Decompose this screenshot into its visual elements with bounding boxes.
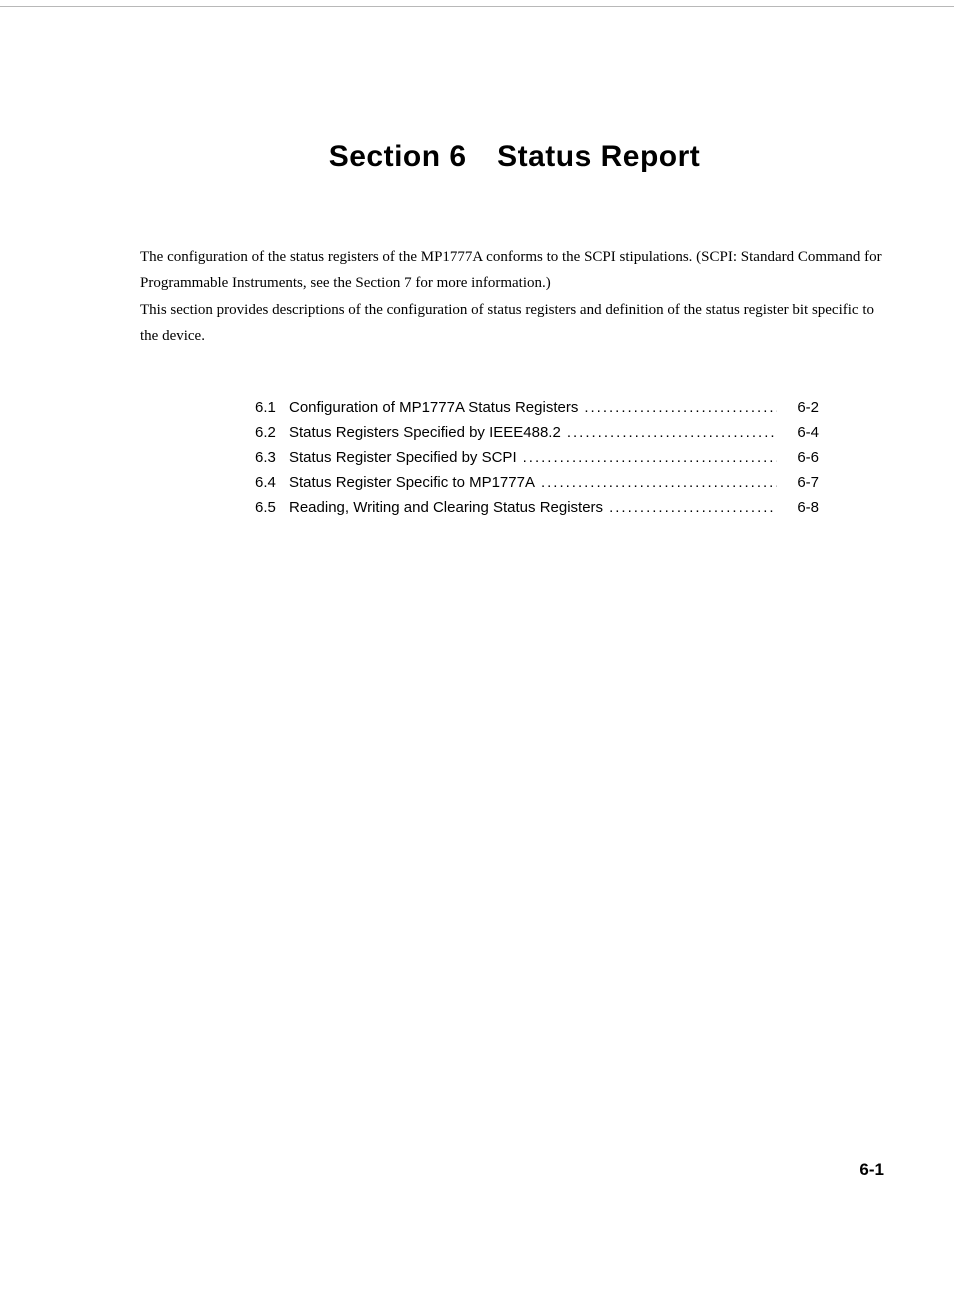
toc-entry-number: 6.2 [255,424,289,441]
toc-entry-label: Reading, Writing and Clearing Status Reg… [289,499,603,516]
toc-entry-label: Status Register Specific to MP1777A [289,474,535,491]
toc-entry: 6.3 Status Register Specified by SCPI 6-… [255,449,819,466]
toc-entry-page: 6-7 [783,474,819,491]
toc-entry-page: 6-4 [783,424,819,441]
toc-entry-number: 6.3 [255,449,289,466]
toc-entry-number: 6.5 [255,499,289,516]
toc-entry-number: 6.4 [255,474,289,491]
toc-dots [541,474,777,491]
toc-dots [584,399,777,416]
toc-entry: 6.4 Status Register Specific to MP1777A … [255,474,819,491]
toc-entry: 6.2 Status Registers Specified by IEEE48… [255,424,819,441]
toc-dots [609,499,777,516]
toc-entry-label: Configuration of MP1777A Status Register… [289,399,578,416]
toc-entry-page: 6-6 [783,449,819,466]
toc-entry: 6.1 Configuration of MP1777A Status Regi… [255,399,819,416]
page-number: 6-1 [859,1160,884,1180]
toc-entry-label: Status Registers Specified by IEEE488.2 [289,424,561,441]
section-title: Section 6 Status Report [140,140,889,174]
toc-entry-number: 6.1 [255,399,289,416]
intro-paragraph: The configuration of the status register… [140,244,889,349]
toc-entry-label: Status Register Specified by SCPI [289,449,517,466]
toc-dots [523,449,777,466]
toc-dots [567,424,777,441]
toc-entry-page: 6-8 [783,499,819,516]
toc-entry-page: 6-2 [783,399,819,416]
toc-entry: 6.5 Reading, Writing and Clearing Status… [255,499,819,516]
toc: 6.1 Configuration of MP1777A Status Regi… [255,399,819,516]
top-rule [0,6,954,7]
page-container: Section 6 Status Report The configuratio… [0,0,954,564]
